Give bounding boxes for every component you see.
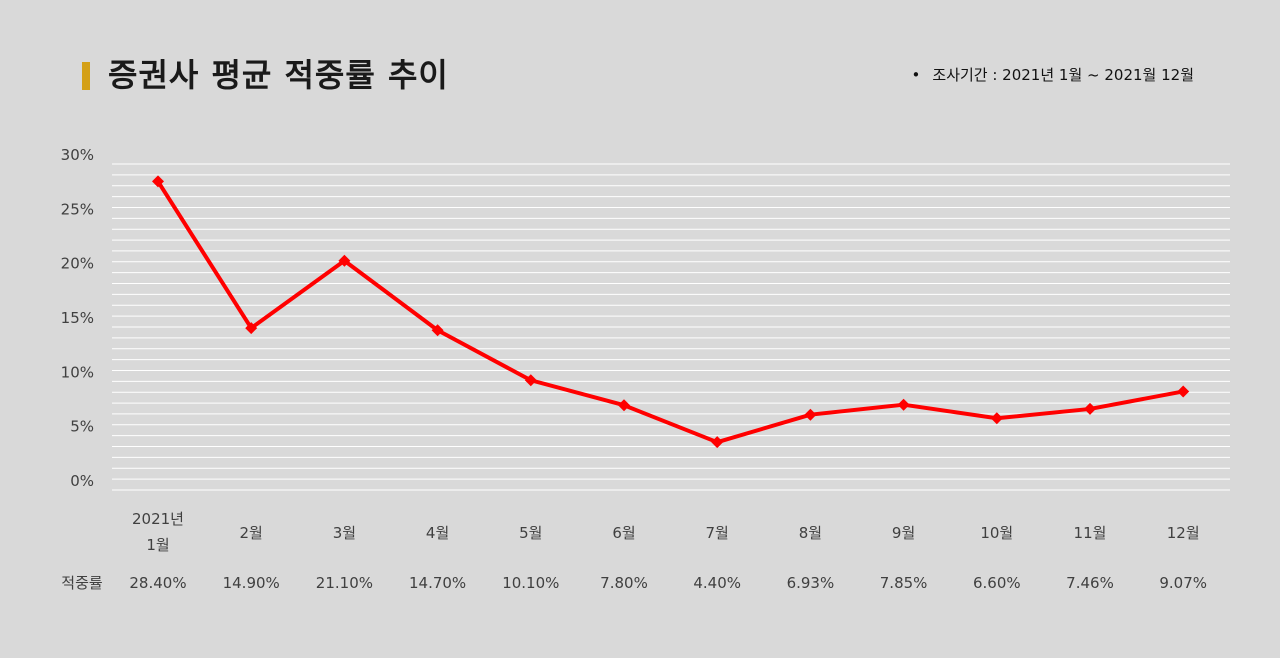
y-tick-label: 15% [61, 309, 94, 327]
period-bullet: • [911, 66, 921, 84]
gridlines [112, 163, 1230, 491]
page-title: 증권사 평균 적중률 추이 [108, 56, 449, 94]
data-point [431, 324, 444, 337]
x-tick-label: 10월 [980, 524, 1013, 542]
data-point [990, 412, 1003, 425]
data-label: 6.60% [973, 574, 1021, 592]
data-point [804, 408, 817, 421]
y-tick-label: 0% [70, 472, 94, 490]
x-tick-label: 2021년 1월 [132, 510, 184, 554]
title-accent-bar [82, 62, 90, 90]
data-label: 21.10% [316, 574, 373, 592]
data-label: 14.90% [223, 574, 280, 592]
table-row-label: 적중률 [61, 574, 103, 592]
x-tick-label: 9월 [892, 524, 915, 542]
period-text: 조사기간 : 2021년 1월 ~ 2021월 12월 [932, 66, 1194, 84]
x-tick-label: 5월 [519, 524, 542, 542]
x-tick-label: 7월 [706, 524, 729, 542]
x-tick-label: 12월 [1167, 524, 1200, 542]
data-point [897, 398, 910, 411]
y-tick-label: 5% [70, 418, 94, 436]
data-label: 28.40% [129, 574, 186, 592]
data-point [338, 254, 351, 267]
x-tick-label: 3월 [333, 524, 356, 542]
y-tick-label: 20% [61, 255, 94, 273]
data-point [1177, 385, 1190, 398]
y-tick-label: 25% [61, 200, 94, 218]
x-tick-label: 4월 [426, 524, 449, 542]
x-tick-label: 6월 [612, 524, 635, 542]
data-label: 6.93% [787, 574, 835, 592]
data-label: 7.85% [880, 574, 928, 592]
data-point [711, 436, 724, 449]
data-label: 10.10% [502, 574, 559, 592]
data-label: 7.46% [1066, 574, 1114, 592]
data-point [618, 399, 630, 412]
data-point [152, 175, 164, 188]
data-label: 4.40% [693, 574, 741, 592]
y-tick-label: 10% [61, 363, 94, 381]
data-point [524, 374, 537, 387]
x-tick-label: 2월 [240, 524, 263, 542]
x-tick-label-line: 1월 [146, 536, 169, 554]
y-tick-label: 30% [61, 146, 94, 164]
data-label: 14.70% [409, 574, 466, 592]
data-label: 9.07% [1159, 574, 1207, 592]
series-line-적중률 [156, 180, 1184, 445]
data-label: 7.80% [600, 574, 648, 592]
data-point [1084, 402, 1096, 415]
x-tick-label: 11월 [1074, 524, 1107, 542]
x-tick-label-line: 2021년 [132, 510, 184, 528]
x-tick-label: 8월 [799, 524, 822, 542]
survey-period: • 조사기간 : 2021년 1월 ~ 2021월 12월 [912, 64, 1194, 85]
data-point [245, 322, 258, 335]
